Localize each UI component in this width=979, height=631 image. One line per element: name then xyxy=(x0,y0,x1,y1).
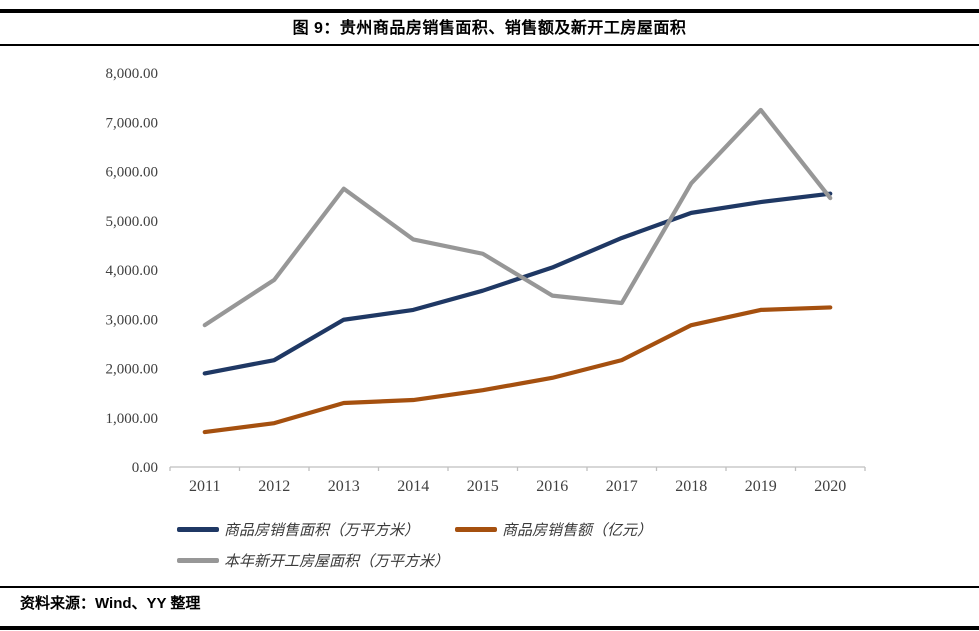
series-line-sales-area xyxy=(202,191,833,376)
y-tick-label: 7,000.00 xyxy=(106,115,159,131)
x-tick-label: 2019 xyxy=(745,478,777,495)
y-tick-label: 5,000.00 xyxy=(106,214,159,230)
series-line-new-construction-area xyxy=(202,107,833,328)
y-tick-label: 6,000.00 xyxy=(106,165,159,181)
x-tick-label: 2017 xyxy=(606,478,638,495)
y-tick-label: 2,000.00 xyxy=(106,362,159,378)
legend-line-swatch xyxy=(177,526,219,532)
line-chart: 0.00 1,000.00 2,000.00 3,000.00 4,000.00 5,00… xyxy=(106,66,866,495)
chart-legend: 商品房销售面积（万平方米） 商品房销售额（亿元） 本年新开工房屋面积（万平方米） xyxy=(177,517,837,579)
title-rule xyxy=(0,44,979,46)
top-rule xyxy=(0,9,979,13)
legend-label: 商品房销售面积（万平方米） xyxy=(224,522,420,539)
y-tick-label: 3,000.00 xyxy=(106,312,159,328)
legend-row: 商品房销售面积（万平方米） 商品房销售额（亿元） xyxy=(177,517,837,541)
legend-row: 本年新开工房屋面积（万平方米） xyxy=(177,548,837,572)
figure-title: 图 9：贵州商品房销售面积、销售额及新开工房屋面积 xyxy=(292,20,687,37)
x-tick-label: 2014 xyxy=(397,478,429,495)
y-tick-label: 4,000.00 xyxy=(106,263,159,279)
legend-label: 商品房销售额（亿元） xyxy=(502,522,653,539)
y-tick-label: 1,000.00 xyxy=(106,411,159,427)
x-tick-label: 2013 xyxy=(328,478,360,495)
y-tick-label: 0.00 xyxy=(132,460,158,476)
bottom-rule xyxy=(0,626,979,630)
legend-item-new-construction-area: 本年新开工房屋面积（万平方米） xyxy=(177,550,449,571)
legend-item-sales-area: 商品房销售面积（万平方米） xyxy=(177,519,419,540)
x-tick-label: 2011 xyxy=(189,478,220,495)
legend-label: 本年新开工房屋面积（万平方米） xyxy=(224,553,450,570)
series-line-sales-amount xyxy=(202,305,833,435)
x-tick-label: 2015 xyxy=(467,478,499,495)
source-text: 资料来源：Wind、YY 整理 xyxy=(20,595,201,612)
x-tick-label: 2018 xyxy=(675,478,707,495)
x-tick-label: 2012 xyxy=(258,478,290,495)
legend-line-swatch xyxy=(177,557,219,563)
x-tick-label: 2016 xyxy=(536,478,568,495)
source-rule xyxy=(0,586,979,588)
legend-item-sales-amount: 商品房销售额（亿元） xyxy=(455,519,652,540)
x-tick-label: 2020 xyxy=(814,478,846,495)
y-tick-label: 8,000.00 xyxy=(106,66,159,82)
legend-line-swatch xyxy=(455,526,498,532)
